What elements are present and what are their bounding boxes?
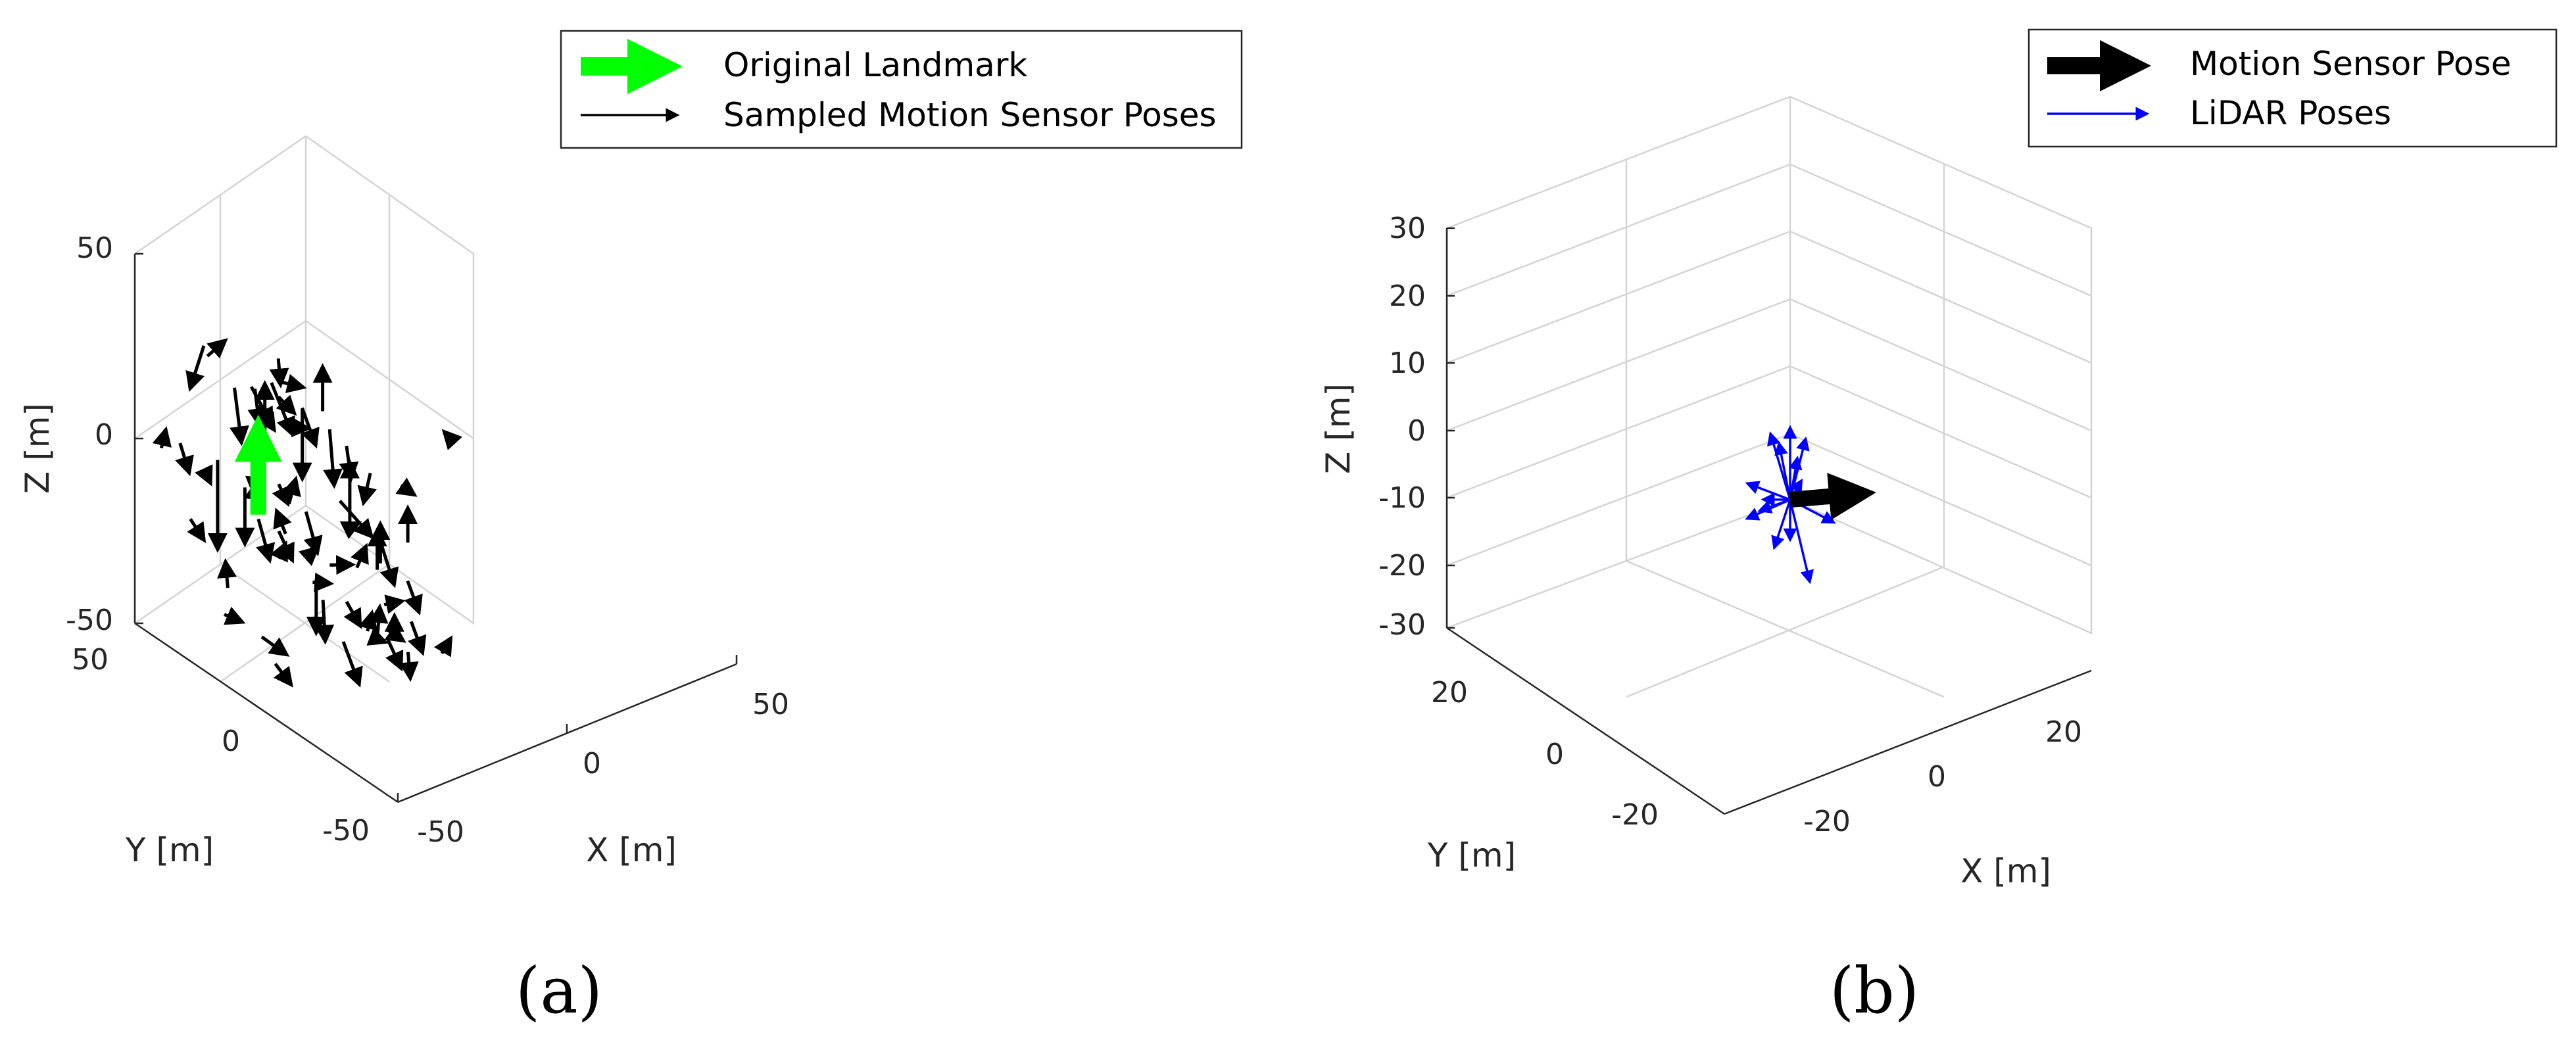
legend-label: Sampled Motion Sensor Poses [723,96,1217,134]
primary-arrow [1789,473,1877,520]
sample-arrow [433,635,453,657]
sample-arrow [383,594,406,614]
sample-arrow [270,540,288,563]
x-tick-label: 50 [752,688,789,721]
sample-arrow [206,338,228,359]
sample-arrow [273,663,293,688]
sample-arrow [1745,481,1791,501]
y-tick-label: 0 [1545,738,1564,771]
sample-arrow [303,511,323,557]
sample-arrow [195,464,213,487]
sample-arrow [395,477,418,497]
arrows-a [152,338,463,688]
sample-arrow [343,600,362,629]
z-tick-label: 30 [1389,212,1426,245]
z-tick-label: -10 [1378,481,1426,515]
x-tick-label: -20 [1803,805,1851,838]
legend-label: LiDAR Poses [2190,94,2391,132]
sample-arrow [385,638,404,672]
panel-caption-b: (b) [1830,954,1919,1028]
z-tick-label: 0 [1407,414,1426,448]
x-tick-label: 0 [583,747,601,780]
sample-arrow [312,572,335,592]
ticks-a: 50 0 -50 50 0 -50 -50 0 50 [66,231,789,849]
x-tick-label: 0 [1928,760,1946,794]
sample-arrow [384,623,406,643]
panel-b: 30 20 10 0 -10 -20 -30 20 0 -20 -20 0 20… [1319,28,2558,1028]
sample-arrow [323,429,343,489]
sample-arrow [187,518,207,544]
sample-arrow [399,652,419,682]
sample-arrow [357,472,377,507]
legend-label: Original Landmark [723,46,1027,84]
z-tick-label: -20 [1378,549,1426,583]
sample-arrow [152,426,172,448]
z-tick-label: 10 [1389,346,1426,380]
z-axis-label: Z [m] [18,403,57,494]
sample-arrow [260,635,290,657]
sample-arrow [1789,499,1814,585]
sample-arrow [273,508,292,535]
sample-arrow [358,609,378,632]
sample-arrow [278,373,307,393]
x-tick-label: -50 [417,815,464,849]
z-tick-label: 20 [1389,279,1426,313]
x-axis-label: X [m] [586,831,677,869]
sample-arrow [404,580,423,616]
sample-arrow [341,641,363,688]
sample-arrow [408,621,427,656]
sample-arrow [351,542,369,569]
y-axis-label: Y [m] [125,831,214,869]
sample-arrow [185,345,206,393]
y-tick-label: -50 [322,814,370,847]
ticks-b: 30 20 10 0 -10 -20 -30 20 0 -20 -20 0 20 [1378,212,2082,838]
sample-arrow [314,600,335,645]
z-tick-label: -50 [66,604,113,637]
y-axis-label: Y [m] [1427,836,1516,874]
sample-arrow [1757,498,1791,513]
sample-arrow [223,606,246,625]
z-tick-label: -30 [1378,608,1426,642]
sample-arrow [338,500,374,540]
grid-b [1446,95,2093,698]
sample-arrow [256,518,276,564]
panel-a: 50 0 -50 50 0 -50 -50 0 50 Z [m] Y [m] X… [18,30,1243,1028]
y-tick-label: 50 [72,643,109,677]
y-tick-label: -20 [1611,798,1659,832]
z-tick-label: 0 [95,418,113,452]
sample-arrow [441,429,463,450]
sample-arrow [1771,499,1791,550]
panel-caption-a: (a) [516,954,602,1028]
axes-a [134,252,738,803]
sample-arrow [281,475,301,505]
sample-arrow [379,541,399,588]
z-tick-label: 50 [76,231,113,265]
sample-arrow [230,387,249,446]
sample-arrow [366,627,389,646]
axes-b [1446,227,2092,815]
sample-arrow [269,358,289,389]
legend-b: Motion Sensor Pose LiDAR Poses [2028,28,2558,148]
x-tick-label: 20 [2045,715,2082,749]
sample-arrow [217,558,237,588]
sample-arrow [368,603,389,634]
sample-arrow [272,483,290,508]
sample-arrow [298,545,320,567]
y-tick-label: 20 [1431,676,1468,709]
legend-a: Original Landmark Sampled Motion Sensor … [560,30,1243,149]
z-axis-label: Z [m] [1319,383,1357,474]
y-tick-label: 0 [222,725,240,758]
sample-arrow [1774,441,1791,500]
legend-label: Motion Sensor Pose [2190,45,2511,83]
arrows-b [1745,425,1877,585]
sample-arrow [285,418,312,437]
sample-arrow [276,394,297,416]
x-axis-label: X [m] [1960,852,2051,890]
sample-arrow [175,442,194,477]
